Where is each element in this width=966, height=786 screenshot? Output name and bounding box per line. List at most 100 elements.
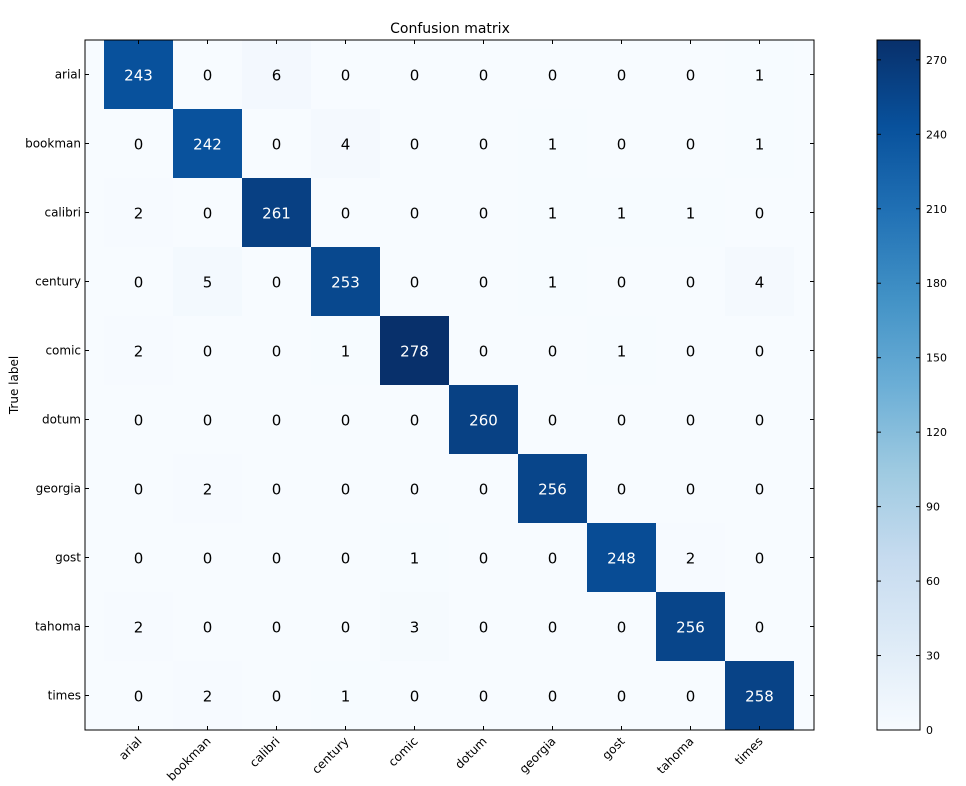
heatmap-cell (104, 40, 173, 109)
x-tick-label: bookman (164, 734, 213, 783)
heatmap-cell (104, 247, 173, 316)
cell-value-label: 242 (193, 136, 222, 154)
heatmap-cell (242, 316, 311, 385)
cell-value-label: 256 (538, 481, 567, 499)
cell-value-label: 258 (745, 688, 774, 706)
x-tick-label: comic (386, 734, 421, 769)
heatmap-cell (104, 523, 173, 592)
cell-value-label: 0 (617, 619, 627, 637)
heatmap-cell (725, 178, 794, 247)
cell-value-label: 1 (755, 67, 765, 85)
heatmap-cell (104, 316, 173, 385)
cell-value-label: 0 (134, 550, 144, 568)
cell-value-label: 0 (617, 412, 627, 430)
colorbar-tick-label: 60 (926, 575, 940, 588)
heatmap-cell (380, 40, 449, 109)
heatmap-cell (449, 523, 518, 592)
heatmap-cell (380, 109, 449, 178)
heatmap-cell (725, 109, 794, 178)
cell-value-label: 0 (617, 136, 627, 154)
cell-value-label: 0 (686, 481, 696, 499)
heatmap-cell (656, 523, 725, 592)
cell-value-label: 0 (686, 136, 696, 154)
heatmap-cell (518, 592, 587, 661)
cell-value-label: 0 (617, 274, 627, 292)
colorbar-tick-label: 180 (926, 277, 947, 290)
cell-value-label: 0 (686, 67, 696, 85)
heatmap-cell (311, 109, 380, 178)
cell-value-label: 0 (686, 343, 696, 361)
heatmap-cell (380, 523, 449, 592)
heatmap-cell (104, 454, 173, 523)
cell-value-label: 1 (410, 550, 420, 568)
y-tick-label: gost (55, 551, 81, 565)
heatmap-cell (656, 109, 725, 178)
heatmap-cell (656, 40, 725, 109)
x-tick-label: arial (116, 734, 145, 763)
cell-value-label: 0 (548, 550, 558, 568)
cell-value-label: 0 (479, 67, 489, 85)
cell-value-label: 243 (124, 67, 153, 85)
heatmap-cell (518, 454, 587, 523)
x-tick-label: century (309, 734, 351, 776)
x-tick-label: calibri (247, 734, 283, 770)
heatmap-cell (656, 661, 725, 730)
heatmap-cell (587, 247, 656, 316)
cell-value-label: 0 (134, 688, 144, 706)
cell-value-label: 0 (755, 550, 765, 568)
cell-value-label: 4 (341, 136, 351, 154)
cell-value-label: 0 (617, 67, 627, 85)
heatmap-cell (587, 523, 656, 592)
cell-value-label: 2 (203, 688, 213, 706)
heatmap-cell (587, 592, 656, 661)
colorbar-tick-label: 210 (926, 203, 947, 216)
colorbar-ticks: 0 30 60 90 120 150 180 210 240 270 (877, 54, 947, 737)
heatmap-cell (518, 109, 587, 178)
y-tick-label: calibri (44, 206, 81, 220)
heatmap-cell (518, 661, 587, 730)
cell-value-label: 248 (607, 550, 636, 568)
cell-value-label: 0 (617, 688, 627, 706)
heatmap-cell (242, 40, 311, 109)
cell-value-label: 0 (479, 205, 489, 223)
cell-value-label: 0 (410, 136, 420, 154)
cell-value-label: 0 (134, 136, 144, 154)
cell-value-label: 0 (755, 412, 765, 430)
cell-value-label: 6 (272, 67, 282, 85)
cell-value-label: 0 (548, 67, 558, 85)
heatmap-cells (85, 40, 814, 730)
heatmap-cell (242, 109, 311, 178)
heatmap-cell (242, 661, 311, 730)
cell-value-label: 0 (341, 412, 351, 430)
cell-value-label: 0 (272, 412, 282, 430)
heatmap-cell (725, 592, 794, 661)
cell-value-label: 0 (134, 481, 144, 499)
heatmap-cell (587, 385, 656, 454)
y-tick-label: dotum (42, 413, 81, 427)
heatmap-cell (725, 247, 794, 316)
heatmap-cell (725, 661, 794, 730)
heatmap-cell (449, 592, 518, 661)
heatmap-cell (380, 661, 449, 730)
heatmap-cell (311, 523, 380, 592)
cell-value-label: 2 (134, 343, 144, 361)
heatmap-cell (656, 385, 725, 454)
cell-value-label: 0 (272, 619, 282, 637)
cell-value-label: 1 (548, 136, 558, 154)
heatmap-cell (725, 523, 794, 592)
cell-value-label: 0 (479, 688, 489, 706)
y-axis-ticks: arial bookman calibri century comic dotum geor… (25, 68, 814, 703)
x-tick-label: dotum (452, 734, 489, 771)
cell-value-label: 0 (755, 481, 765, 499)
colorbar-tick-label: 240 (926, 128, 947, 141)
heatmap-cell (380, 454, 449, 523)
cell-value-label: 261 (262, 205, 291, 223)
heatmap-cell (656, 247, 725, 316)
heatmap-cell (173, 385, 242, 454)
heatmap-cell (449, 247, 518, 316)
heatmap-cell (449, 40, 518, 109)
heatmap-cell (725, 40, 794, 109)
heatmap-cell (173, 454, 242, 523)
cell-value-label: 1 (686, 205, 696, 223)
cell-value-label: 0 (479, 550, 489, 568)
